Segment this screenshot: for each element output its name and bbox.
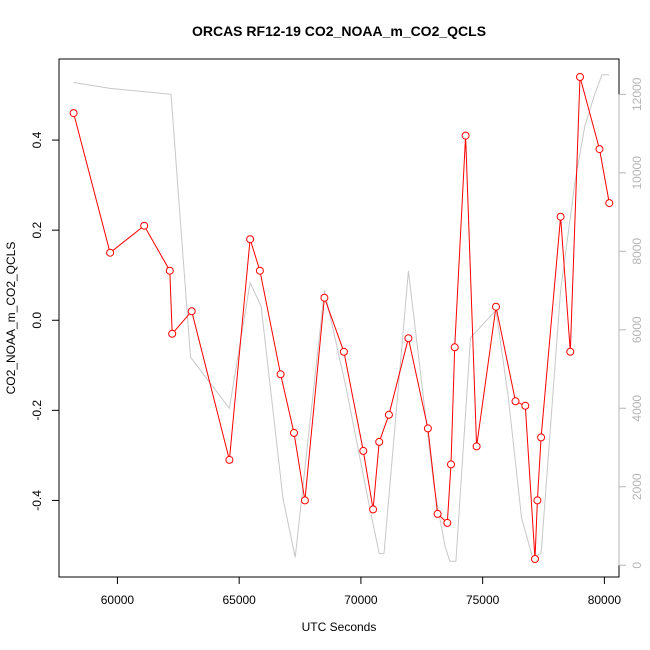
y2-tick-label: 8000 — [630, 238, 644, 265]
primary-data-point — [255, 266, 264, 275]
primary-data-point — [566, 347, 575, 356]
primary-data-point — [69, 109, 78, 118]
primary-data-point — [433, 509, 442, 518]
y-tick-label: -0.4 — [30, 490, 44, 511]
primary-data-point — [537, 433, 546, 442]
primary-data-point — [300, 496, 309, 505]
primary-data-point — [595, 145, 604, 154]
primary-data-point — [461, 131, 470, 140]
primary-data-point — [165, 266, 174, 275]
x-tick-label: 60000 — [101, 593, 135, 607]
x-tick-label: 70000 — [344, 593, 378, 607]
primary-data-point — [492, 302, 500, 311]
primary-data-point — [450, 343, 459, 352]
x-axis-label: UTC Seconds — [302, 620, 377, 634]
primary-data-point — [168, 329, 177, 338]
primary-data-point — [359, 446, 368, 455]
x-axis: 60000 65000 70000 75000 80000 — [101, 576, 622, 607]
primary-data-point — [511, 397, 520, 406]
chart-title: ORCAS RF12-19 CO2_NOAA_m_CO2_QCLS — [192, 23, 486, 39]
primary-data-point — [225, 455, 234, 464]
y2-tick-label: 0 — [630, 562, 644, 569]
secondary-series-line — [73, 74, 610, 562]
primary-data-point — [290, 428, 298, 437]
y-tick-label: 0.2 — [30, 222, 44, 239]
y-axis-label: CO2_NOAA_m_CO2_QCLS — [4, 242, 18, 395]
y2-axis: 0 2000 4000 6000 8000 10000 12000 — [618, 77, 644, 569]
primary-data-point — [187, 307, 196, 316]
y2-tick-label: 10000 — [630, 156, 644, 190]
x-tick-label: 65000 — [222, 593, 256, 607]
y2-tick-label: 2000 — [630, 473, 644, 500]
primary-series-line — [73, 76, 610, 560]
primary-data-point — [140, 221, 149, 230]
y-axis: -0.4 -0.2 0.0 0.2 0.4 — [30, 131, 60, 511]
primary-data-point — [472, 442, 481, 451]
primary-data-point — [369, 505, 378, 514]
y2-tick-label: 12000 — [630, 77, 644, 111]
primary-data-point — [106, 248, 115, 257]
y-tick-label: 0.4 — [30, 131, 44, 148]
primary-data-point — [246, 235, 255, 244]
y-tick-label: 0.0 — [30, 312, 44, 329]
x-tick-label: 75000 — [466, 593, 500, 607]
primary-data-point — [320, 293, 329, 302]
primary-data-point — [339, 347, 348, 356]
primary-series — [69, 73, 614, 563]
primary-data-point — [443, 518, 452, 527]
primary-data-point — [276, 370, 285, 379]
secondary-series — [73, 74, 610, 562]
y2-tick-label: 6000 — [630, 316, 644, 343]
primary-data-point — [521, 401, 530, 410]
x-tick-label: 80000 — [588, 593, 622, 607]
primary-data-point — [556, 212, 565, 221]
primary-data-point — [533, 496, 542, 505]
y2-tick-label: 4000 — [630, 395, 644, 422]
primary-data-point — [375, 437, 384, 446]
primary-data-point — [605, 199, 614, 208]
primary-data-point — [423, 424, 432, 433]
primary-data-point — [531, 555, 539, 563]
primary-data-point — [576, 73, 584, 81]
primary-data-point — [447, 460, 455, 469]
primary-data-point — [384, 410, 393, 419]
primary-data-point — [404, 334, 413, 343]
y-tick-label: -0.2 — [30, 400, 44, 421]
